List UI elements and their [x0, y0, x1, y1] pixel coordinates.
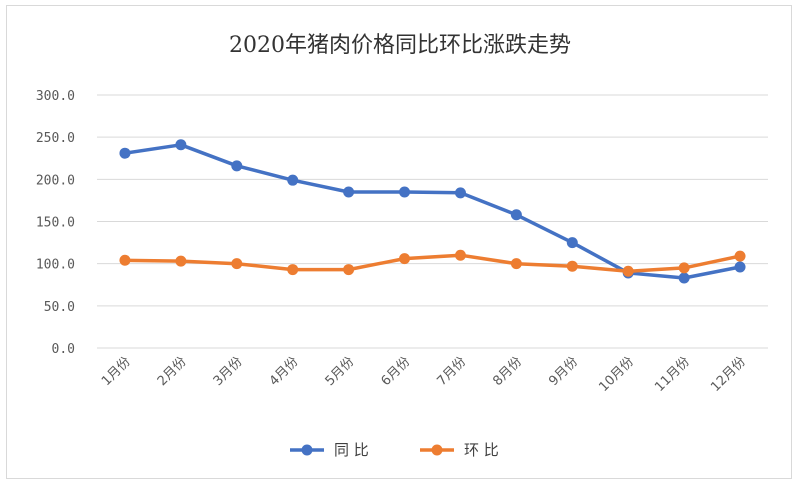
data-point — [678, 262, 690, 274]
data-point — [734, 250, 746, 262]
data-point — [399, 186, 411, 198]
legend-item: 同 比 — [290, 441, 369, 459]
legend-swatch-marker — [431, 444, 443, 456]
data-point — [734, 261, 746, 273]
data-point — [175, 139, 187, 151]
data-point — [287, 264, 299, 276]
data-point — [678, 272, 690, 284]
x-tick-label: 6月份 — [379, 354, 414, 389]
x-tick-label: 7月份 — [434, 354, 469, 389]
y-tick-label: 100.0 — [36, 258, 75, 273]
data-point — [622, 265, 634, 277]
x-tick-label: 11月份 — [652, 354, 693, 395]
data-point — [119, 254, 131, 266]
data-point — [510, 209, 522, 221]
x-tick-label: 10月份 — [596, 354, 637, 395]
y-tick-label: 150.0 — [36, 216, 75, 231]
data-point — [231, 160, 243, 172]
y-tick-label: 50.0 — [44, 300, 75, 315]
y-tick-label: 200.0 — [36, 173, 75, 188]
data-point — [399, 253, 411, 265]
chart-frame — [6, 5, 792, 479]
x-tick-label: 5月份 — [323, 354, 358, 389]
y-tick-label: 0.0 — [52, 342, 75, 357]
data-point — [343, 186, 355, 198]
legend-swatch-marker — [301, 444, 313, 456]
x-tick-label: 4月份 — [267, 354, 302, 389]
chart-title: 2020年猪肉价格同比环比涨跌走势 — [229, 33, 571, 58]
y-tick-label: 300.0 — [36, 89, 75, 104]
x-tick-label: 8月份 — [490, 354, 525, 389]
data-point — [343, 264, 355, 276]
data-point — [175, 255, 187, 267]
x-tick-label: 2月份 — [155, 354, 190, 389]
x-tick-label: 3月份 — [211, 354, 246, 389]
data-point — [510, 258, 522, 270]
legend-label: 环 比 — [464, 441, 499, 459]
data-point — [287, 174, 299, 186]
x-tick-label: 1月份 — [99, 354, 134, 389]
data-point — [454, 187, 466, 199]
data-point — [119, 147, 131, 159]
x-tick-label: 12月份 — [708, 354, 749, 395]
x-tick-label: 9月份 — [546, 354, 581, 389]
data-point — [454, 249, 466, 261]
series-line-1 — [123, 253, 742, 274]
data-point — [231, 258, 243, 270]
data-point — [566, 260, 578, 272]
data-point — [566, 237, 578, 249]
y-tick-label: 250.0 — [36, 131, 75, 146]
series-line-0 — [123, 143, 742, 280]
legend-label: 同 比 — [334, 441, 369, 459]
legend-item: 环 比 — [420, 441, 499, 459]
